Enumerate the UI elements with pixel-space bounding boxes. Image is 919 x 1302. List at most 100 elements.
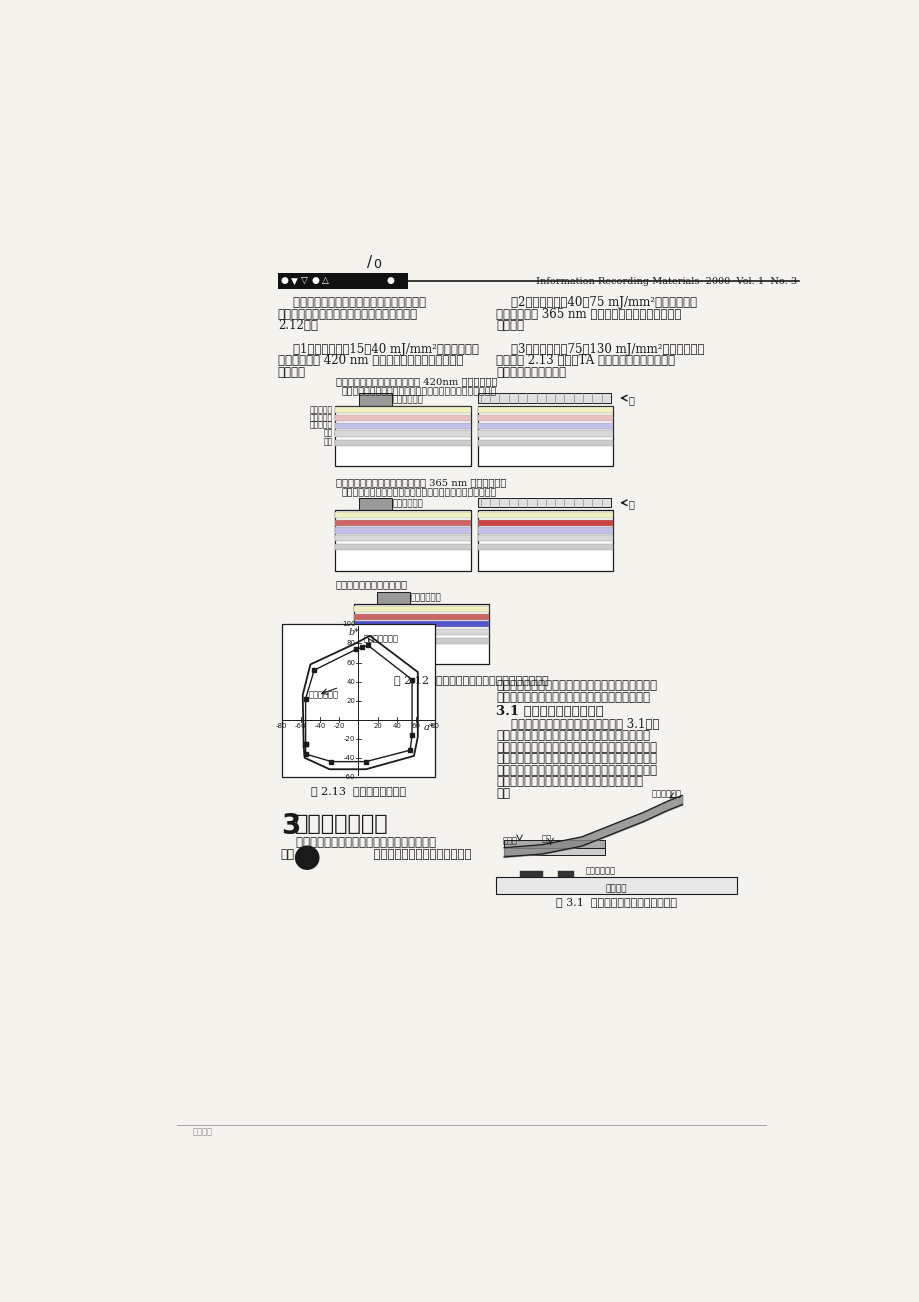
Text: 热敏应性像胶囊: 热敏应性像胶囊: [363, 635, 398, 643]
Text: 80: 80: [346, 641, 355, 647]
Text: （品红层的未显色部分的置氮分解后，再度加热也不能显影）: （品红层的未显色部分的置氮分解后，再度加热也不能显影）: [341, 488, 496, 497]
Text: 图 2.12  全彩色直接热敏记录材料的热记录特性: 图 2.12 全彩色直接热敏记录材料的热记录特性: [393, 676, 549, 685]
Text: 打印机热敏头: 打印机热敏头: [392, 500, 423, 509]
Text: -60: -60: [295, 723, 306, 729]
Text: 的特: 的特: [280, 848, 294, 861]
Text: 像，如图 2.13 所示，TA 纸获得了与升华复印方式: 像，如图 2.13 所示，TA 纸获得了与升华复印方式: [495, 354, 675, 367]
Text: 图 3.1  溶融型热复印记录的基本原理: 图 3.1 溶融型热复印记录的基本原理: [555, 897, 676, 907]
Bar: [477, 512, 613, 518]
Text: 发色层；: 发色层；: [278, 366, 305, 379]
Text: ③用高等能量加热显青色层: ③用高等能量加热显青色层: [335, 579, 407, 589]
Text: -80: -80: [276, 723, 287, 729]
Text: 打印机热敏头: 打印机热敏头: [410, 594, 440, 603]
Text: 打印机热敏头: 打印机热敏头: [392, 395, 423, 404]
Bar: [477, 510, 613, 570]
Text: -40: -40: [344, 755, 355, 760]
Text: 黄色记录层: 黄色记录层: [310, 406, 333, 414]
Bar: [335, 408, 471, 414]
Text: 脂等溶融现象的溶化型以及利用染料的溶融、扩散、: 脂等溶融现象的溶化型以及利用染料的溶融、扩散、: [495, 680, 656, 693]
Text: 图 2.13  色还原区域的比较: 图 2.13 色还原区域的比较: [311, 786, 405, 796]
Bar: [558, 871, 573, 878]
Text: 同等程度的色还原性。: 同等程度的色还原性。: [495, 366, 566, 379]
Text: 升华现象的升华型热敏记录得到广泛重视和研究。: 升华现象的升华型热敏记录得到广泛重视和研究。: [495, 690, 650, 703]
Bar: [335, 535, 471, 542]
Text: 被复印纸: 被复印纸: [605, 884, 627, 893]
Text: 60: 60: [346, 660, 355, 665]
Text: ②用中等量加热，品红层显色，用 365 nm 的紫外线定影: ②用中等量加热，品红层显色，用 365 nm 的紫外线定影: [335, 478, 505, 487]
Text: 0: 0: [373, 258, 380, 271]
Text: 功能，所以按下列顺序可完成全彩色记录（图: 功能，所以按下列顺序可完成全彩色记录（图: [278, 309, 417, 320]
Bar: [335, 431, 471, 436]
Bar: [353, 604, 489, 664]
Bar: [477, 527, 613, 534]
Text: ●: ●: [279, 276, 288, 285]
Bar: [335, 440, 471, 445]
Bar: [477, 423, 613, 428]
Text: ▼: ▼: [291, 276, 298, 285]
Text: 载体: 载体: [323, 439, 333, 447]
Text: △: △: [322, 276, 329, 285]
Text: -20: -20: [333, 723, 345, 729]
Text: ●: ●: [311, 276, 319, 285]
Bar: [335, 510, 471, 570]
Bar: [353, 621, 489, 628]
Bar: [477, 431, 613, 436]
Text: 像，然后进行 420 nm 紫外线的全面照射，定影黄色: 像，然后进行 420 nm 紫外线的全面照射，定影黄色: [278, 354, 462, 367]
Text: 2.12）。: 2.12）。: [278, 319, 317, 332]
Text: Information Recording Materials  2000  Vol. 1  No. 3: Information Recording Materials 2000 Vol…: [535, 277, 796, 286]
Text: （3）用高热能（75～130 mJ/mm²）记录兰色图: （3）用高热能（75～130 mJ/mm²）记录兰色图: [495, 342, 704, 355]
Text: /: /: [367, 255, 371, 270]
Text: 友: 友: [304, 853, 310, 862]
Text: 复印后的油墨: 复印后的油墨: [584, 867, 615, 876]
Bar: [519, 871, 542, 878]
Bar: [477, 415, 613, 421]
Text: 发色层；: 发色层；: [495, 319, 524, 332]
Bar: [353, 638, 489, 644]
Text: 热熔融性油墨: 热熔融性油墨: [651, 790, 681, 798]
Text: 40: 40: [346, 678, 355, 685]
Bar: [477, 499, 610, 508]
Text: 20: 20: [373, 723, 381, 729]
Text: 升华复印方式: 升华复印方式: [308, 691, 338, 699]
Bar: [477, 519, 613, 526]
Text: -20: -20: [344, 736, 355, 742]
Text: 100: 100: [341, 621, 355, 628]
Text: 粘复印纸（记录纸）。油墨经热敏头加热后要经过一: 粘复印纸（记录纸）。油墨经热敏头加热后要经过一: [495, 753, 656, 766]
Text: 40: 40: [391, 723, 401, 729]
Circle shape: [295, 846, 319, 870]
Text: -60: -60: [344, 773, 355, 780]
Text: 发热体: 发热体: [502, 837, 517, 845]
Text: （分解黄色层的未显色部分的置氮后，即便用热也不能显色）: （分解黄色层的未显色部分的置氮后，即便用热也不能显色）: [341, 387, 496, 396]
Bar: [477, 406, 613, 466]
Text: 胶体: 胶体: [323, 430, 333, 437]
Bar: [477, 535, 613, 542]
Bar: [358, 393, 391, 406]
Text: 3.1 溶融型热复印记录材料: 3.1 溶融型热复印记录材料: [495, 706, 604, 719]
Bar: [477, 393, 610, 402]
Bar: [504, 840, 604, 848]
Text: 由于这类热敏记录材料的各记录层具备这些: 由于这类热敏记录材料的各记录层具备这些: [278, 297, 425, 310]
Text: 60: 60: [411, 723, 420, 729]
Text: 灯: 灯: [629, 500, 634, 509]
Bar: [281, 625, 435, 777]
Text: -40: -40: [314, 723, 325, 729]
Text: 20: 20: [346, 698, 355, 703]
Text: 热复印记录材料: 热复印记录材料: [294, 812, 388, 835]
Text: 个软化，溶融再返回固态的过程，在此变化过程中热: 个软化，溶融再返回固态的过程，在此变化过程中热: [495, 764, 656, 777]
Text: （2）用中热能（40～75 mJ/mm²）记录品红图: （2）用中热能（40～75 mJ/mm²）记录品红图: [495, 297, 697, 310]
Text: （1）用低热能（15～40 mJ/mm²）记录黄色图: （1）用低热能（15～40 mJ/mm²）记录黄色图: [278, 342, 478, 355]
Text: 品红记录层: 品红记录层: [310, 414, 333, 422]
Text: 态热熔融性油墨在常温下以数微米厚度涂到数微米: 态热熔融性油墨在常温下以数微米厚度涂到数微米: [495, 729, 650, 742]
Text: ①用低能量加热黄色层显色，用 420nm 的紫外线定影: ①用低能量加热黄色层显色，用 420nm 的紫外线定影: [335, 378, 497, 387]
Text: ●: ●: [386, 276, 393, 285]
Bar: [335, 415, 471, 421]
Bar: [335, 512, 471, 518]
Bar: [353, 629, 489, 635]
Text: 80: 80: [430, 723, 439, 729]
Text: 溶融型热复印记录的记录原理示于图 3.1。固: 溶融型热复印记录的记录原理示于图 3.1。固: [495, 717, 659, 730]
Text: b*: b*: [348, 629, 359, 637]
Text: ▽: ▽: [301, 276, 307, 285]
Bar: [278, 273, 407, 289]
Bar: [377, 592, 409, 604]
Text: 像，然后进行 365 nm 紫外线的全面照射，定影品红: 像，然后进行 365 nm 紫外线的全面照射，定影品红: [495, 309, 681, 320]
